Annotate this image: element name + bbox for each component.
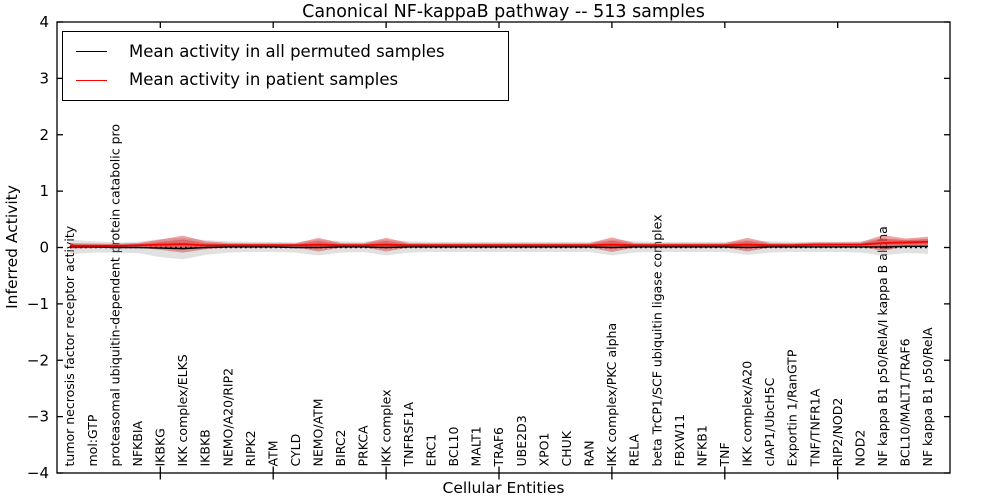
y-tick-label: −2 (27, 351, 49, 369)
x-category-label: TNF/TNFR1A (807, 388, 822, 467)
mean-patient-line (70, 240, 929, 247)
x-category-label: UBE2D3 (514, 415, 529, 466)
x-category-label: CHUK (559, 430, 574, 466)
x-category-label: BCL10 (446, 426, 461, 466)
permuted-spread-band (70, 237, 928, 260)
x-category-label: Exportin 1/RanGTP (785, 349, 800, 466)
x-category-label: RAN (582, 440, 597, 466)
x-category-label: ATM (265, 440, 280, 466)
x-category-label: FBXW11 (672, 414, 687, 467)
mean-permuted-line (70, 245, 928, 250)
patient-line-swatch (76, 79, 107, 81)
x-category-label: proteasomal ubiquitin-dependent protein … (107, 124, 122, 467)
y-tick-label: 4 (39, 13, 49, 31)
x-category-label: cIAP1/UbcH5C (762, 377, 777, 466)
y-tick-label: 1 (39, 182, 49, 200)
x-category-label: mol:GTP (85, 414, 100, 466)
x-category-label: BIRC2 (333, 429, 348, 466)
x-category-label: beta TrCP1/SCF ubiquitin ligase complex (649, 215, 664, 467)
x-category-label: XPO1 (536, 433, 551, 467)
y-tick-label: 2 (39, 126, 49, 144)
x-category-label: IKBKB (198, 429, 213, 466)
x-category-label: TRAF6 (491, 427, 506, 468)
x-category-label: PRKCA (356, 425, 371, 466)
x-axis-label: Cellular Entities (442, 479, 565, 497)
y-tick-label: −3 (27, 408, 49, 426)
legend-label: Mean activity in all permuted samples (129, 41, 445, 61)
x-category-label: tumor necrosis factor receptor activity (62, 225, 77, 466)
x-category-label: IKK complex/PKC alpha (604, 323, 619, 467)
x-category-label: NF kappa B1 p50/RelA/I kappa B alpha (875, 226, 890, 466)
y-tick-label: 3 (39, 69, 49, 87)
y-tick-label: 0 (39, 239, 49, 257)
x-category-label: TNFRSF1A (401, 402, 416, 468)
patient-spread-band (70, 235, 928, 253)
legend-entry-permuted: Mean activity in all permuted samples (63, 41, 508, 61)
x-category-label: IKBKG (153, 428, 168, 466)
x-category-label: RELA (627, 434, 642, 467)
x-category-label: IKK complex/ELKS (175, 354, 190, 466)
x-category-label: NOD2 (852, 430, 867, 467)
x-category-label: IKK complex (378, 389, 393, 466)
x-category-label: NEMO/A20/RIP2 (220, 368, 235, 467)
x-category-label: ERC1 (423, 434, 438, 467)
chart-title: Canonical NF-kappaB pathway -- 513 sampl… (302, 2, 705, 22)
x-category-label: CYLD (288, 434, 303, 467)
x-category-label: IKK complex/A20 (740, 361, 755, 467)
x-category-label: MALT1 (469, 426, 484, 466)
x-category-label: NFKBIA (130, 421, 145, 467)
x-category-label: NF kappa B1 p50/RelA (920, 327, 935, 467)
legend-label: Mean activity in patient samples (129, 70, 399, 90)
y-axis-label: Inferred Activity (3, 185, 21, 309)
x-category-label: BCL10/MALT1/TRAF6 (898, 338, 913, 466)
legend-entry-patient: Mean activity in patient samples (63, 71, 508, 89)
x-category-label: NEMO/ATM (311, 398, 326, 466)
y-tick-label: −1 (27, 295, 49, 313)
x-category-label: TNF (717, 442, 732, 467)
permuted-line-swatch (76, 51, 107, 53)
x-category-label: NFKB1 (694, 425, 709, 466)
x-category-label: RIP2/NOD2 (830, 398, 845, 467)
legend-box: Mean activity in all permuted samples Me… (62, 31, 509, 101)
y-tick-label: −4 (27, 464, 49, 482)
x-category-label: RIPK2 (243, 430, 258, 466)
